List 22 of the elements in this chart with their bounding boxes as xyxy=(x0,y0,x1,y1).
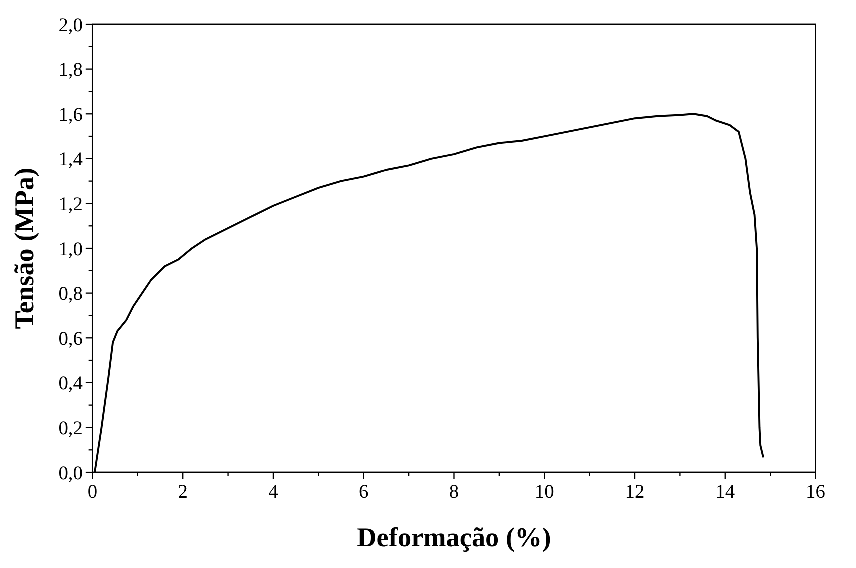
x-tick-label: 4 xyxy=(268,482,279,503)
x-tick-label: 8 xyxy=(449,482,460,503)
x-tick-label: 6 xyxy=(359,482,369,503)
y-tick-label: 1,0 xyxy=(58,239,83,260)
y-tick-label: 1,8 xyxy=(58,60,83,82)
x-tick-label: 2 xyxy=(178,482,188,503)
x-tick-label: 12 xyxy=(625,482,645,503)
y-tick-label: 0,8 xyxy=(58,284,83,306)
x-tick-label: 10 xyxy=(534,482,554,503)
x-axis-title: Deformação (%) xyxy=(357,522,552,552)
x-tick-label: 16 xyxy=(806,482,826,503)
y-tick-label: 1,4 xyxy=(58,150,84,171)
y-tick-label: 0,6 xyxy=(58,328,84,350)
y-tick-label: 0,0 xyxy=(58,463,83,484)
x-tick-label: 14 xyxy=(716,482,736,503)
y-tick-label: 1,6 xyxy=(58,104,84,126)
x-tick-label: 0 xyxy=(88,482,98,503)
y-tick-label: 2,0 xyxy=(58,15,83,36)
y-tick-label: 0,4 xyxy=(58,374,84,395)
y-tick-label: 0,2 xyxy=(58,418,83,440)
y-axis-title: Tensão (MPa) xyxy=(9,168,40,330)
y-tick-label: 1,2 xyxy=(58,194,83,216)
